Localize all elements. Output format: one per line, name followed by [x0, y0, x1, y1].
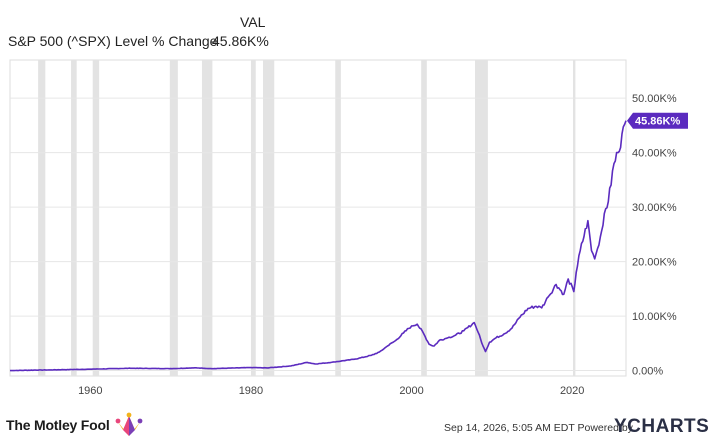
chart-header: VAL S&P 500 (^SPX) Level % Change 45.86K…	[0, 0, 720, 52]
plot-frame	[9, 59, 627, 377]
grid-lines	[10, 97, 626, 372]
x-axis-ticks: 1960 1980 2000 2020	[78, 385, 584, 397]
series-group	[9, 120, 627, 372]
line-chart: 0.00% 10.00K% 20.00K% 30.00K% 40.00K% 50.00K%…	[9, 59, 688, 397]
x-tick-label: 2000	[399, 385, 423, 397]
recession-band	[92, 60, 100, 376]
powered-by-text: Powered by	[577, 422, 633, 434]
recession-band	[71, 60, 77, 376]
recession-band	[421, 60, 427, 376]
y-axis-ticks: 0.00% 10.00K% 20.00K% 30.00K% 40.00K% 50.00K%	[632, 93, 677, 377]
recession-band	[250, 60, 256, 376]
jester-hat-icon	[115, 412, 142, 436]
last-value-label: 45.86K%	[627, 112, 688, 129]
y-tick-label: 50.00K%	[632, 93, 677, 105]
value-column-header: VAL	[240, 14, 266, 30]
ycharts-logo: YCHARTS	[614, 416, 710, 437]
chart-footer: The Motley Fool Sep 14, 2026, 5:05 AM ED…	[0, 405, 720, 441]
x-tick-label: 1980	[239, 385, 263, 397]
x-tick-label: 1960	[78, 385, 102, 397]
recession-band	[475, 60, 488, 376]
y-tick-label: 40.00K%	[632, 148, 677, 160]
last-value-badge	[627, 112, 688, 129]
recession-band	[38, 60, 46, 376]
y-tick-label: 20.00K%	[632, 257, 677, 269]
recession-band	[262, 60, 275, 376]
last-value-text: 45.86K%	[635, 116, 680, 128]
timestamp-powered-by: Sep 14, 2026, 5:05 AM EDT Powered by	[444, 422, 633, 434]
y-tick-label: 10.00K%	[632, 311, 677, 323]
series-name: S&P 500 (^SPX) Level % Change	[8, 33, 218, 49]
recession-bands	[38, 60, 576, 376]
series-current-value: 45.86K%	[212, 33, 269, 49]
recession-band	[201, 60, 213, 376]
y-tick-label: 0.00%	[632, 366, 663, 378]
motley-fool-wordmark: The Motley Fool	[6, 417, 110, 433]
recession-band	[572, 60, 576, 376]
recession-band	[335, 60, 341, 376]
timestamp: Sep 14, 2026, 5:05 AM EDT	[444, 422, 575, 434]
x-tick-label: 2020	[560, 385, 584, 397]
series-line	[9, 120, 627, 372]
motley-fool-logo: The Motley Fool	[6, 411, 144, 439]
y-tick-label: 30.00K%	[632, 202, 677, 214]
recession-band	[169, 60, 178, 376]
